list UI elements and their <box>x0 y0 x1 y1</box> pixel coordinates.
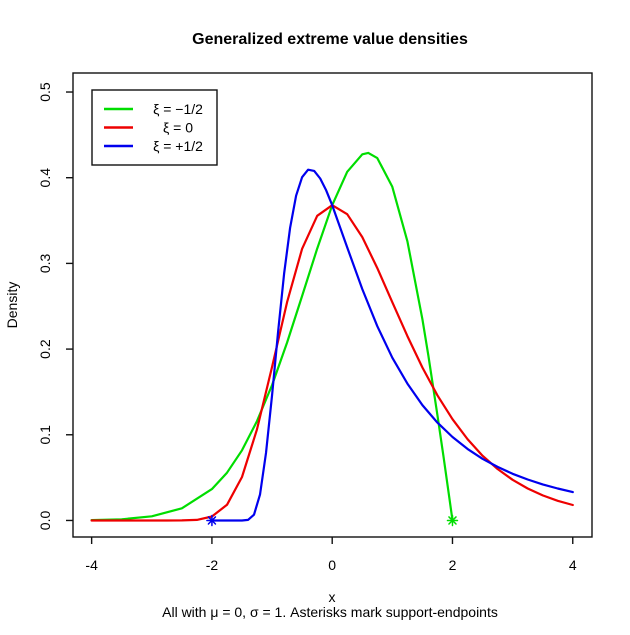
legend-entries: ξ = −1/2 ξ = 0 ξ = +1/2 <box>104 101 203 154</box>
x-tick-label: -2 <box>206 557 219 573</box>
support-endpoint-markers <box>206 514 459 527</box>
legend-label: ξ = +1/2 <box>153 138 203 154</box>
x-tick-label: 2 <box>449 557 457 573</box>
chart-title: Generalized extreme value densities <box>192 31 468 48</box>
asterisk-marker <box>446 514 459 527</box>
asterisk-ray <box>207 516 217 525</box>
legend: ξ = −1/2 ξ = 0 ξ = +1/2 <box>91 89 218 166</box>
x-tick-label: -4 <box>85 557 98 573</box>
density-curves <box>90 151 574 522</box>
asterisk-marker <box>206 514 218 527</box>
y-tick-label: 0.0 <box>37 511 53 531</box>
y-axis: 0.0 0.1 0.2 0.3 0.4 0.5 <box>37 82 73 530</box>
y-tick-label: 0.3 <box>37 253 53 273</box>
curve-xi-neg-half <box>90 151 454 522</box>
y-tick-label: 0.4 <box>37 168 53 188</box>
legend-label: ξ = 0 <box>163 120 193 136</box>
x-axis-label: x <box>329 589 336 605</box>
y-tick-label: 0.2 <box>37 339 53 359</box>
asterisk-ray <box>448 516 457 525</box>
curve-xi-pos-half <box>210 168 574 522</box>
x-tick-label: 0 <box>328 557 336 573</box>
x-tick-label: 4 <box>569 557 577 573</box>
y-axis-label: Density <box>4 282 20 329</box>
x-axis: -4 -2 0 2 4 <box>85 537 577 573</box>
legend-label: ξ = −1/2 <box>153 101 203 117</box>
y-tick-label: 0.1 <box>37 425 53 445</box>
caption: All with μ = 0, σ = 1. Asterisks mark su… <box>162 604 498 620</box>
curve-xi-zero <box>90 204 574 522</box>
y-tick-label: 0.5 <box>37 82 53 102</box>
